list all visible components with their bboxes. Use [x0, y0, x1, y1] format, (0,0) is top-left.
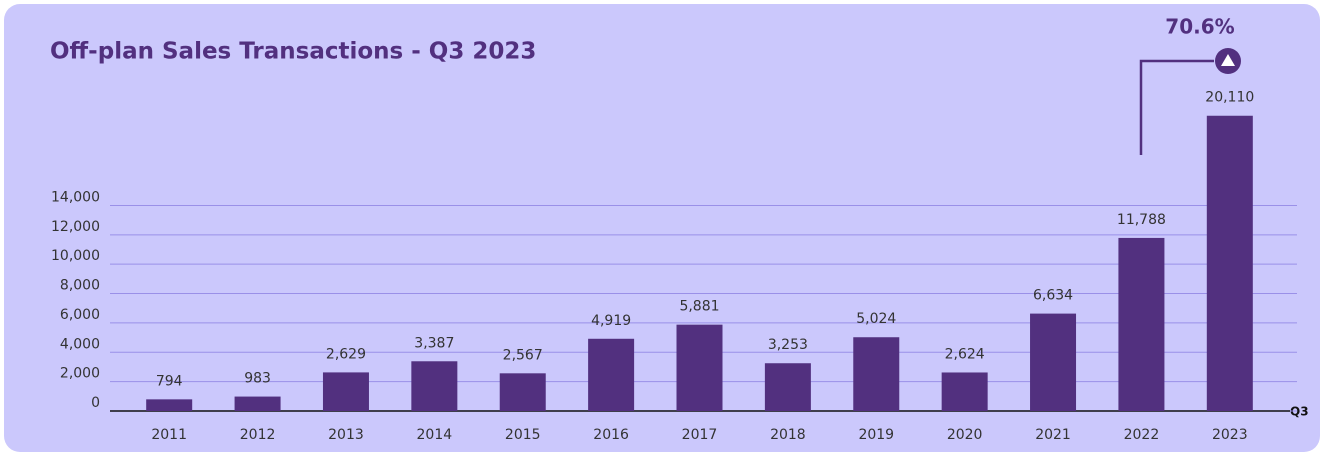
bar	[588, 338, 635, 411]
value-label: 4,919	[591, 313, 631, 329]
x-tick-label: 2022	[1124, 427, 1160, 443]
value-label: 2,624	[945, 346, 985, 362]
x-tick-label: 2011	[151, 427, 187, 443]
card	[4, 4, 1320, 452]
bar	[764, 363, 811, 411]
annotation-connector	[1139, 59, 1214, 155]
x-tick-label: 2018	[770, 427, 806, 443]
bar	[499, 373, 546, 411]
bar	[941, 372, 988, 411]
y-tick-label: 12,000	[51, 219, 100, 235]
y-tick-label: 6,000	[60, 307, 100, 323]
value-label: 5,024	[856, 311, 896, 327]
value-label: 11,788	[1117, 212, 1166, 228]
value-label: 20,110	[1205, 90, 1254, 106]
x-tick-label: 2016	[593, 427, 629, 443]
bar	[234, 396, 281, 411]
x-tick-label: 2017	[682, 427, 718, 443]
y-tick-label: 14,000	[51, 189, 100, 205]
y-tick-label: 0	[91, 395, 100, 411]
x-tick-label: 2014	[417, 427, 453, 443]
x-tick-label: 2023	[1212, 427, 1248, 443]
value-label: 983	[244, 371, 271, 387]
value-label: 2,629	[326, 346, 366, 362]
value-label: 2,567	[503, 347, 543, 363]
bar	[1206, 115, 1253, 412]
y-tick-label: 2,000	[60, 366, 100, 382]
value-label: 3,253	[768, 337, 808, 353]
bar	[322, 372, 369, 411]
x-tick-label: 2020	[947, 427, 983, 443]
bar	[146, 399, 193, 411]
x-tick-label: 2019	[858, 427, 894, 443]
value-label: 6,634	[1033, 288, 1073, 304]
axis-note: Q3	[1290, 405, 1309, 419]
annotation-arrow	[1221, 54, 1235, 66]
bar	[411, 361, 458, 411]
y-tick-label: 8,000	[60, 278, 100, 294]
annotation: 70.6%	[1165, 15, 1234, 39]
value-label: 5,881	[679, 299, 719, 315]
chart-title: Off-plan Sales Transactions - Q3 2023	[50, 39, 536, 65]
x-tick-label: 2015	[505, 427, 541, 443]
y-tick-label: 4,000	[60, 336, 100, 352]
x-tick-label: 2013	[328, 427, 364, 443]
value-label: 3,387	[414, 335, 454, 351]
value-label: 794	[156, 373, 183, 389]
bar	[853, 337, 900, 411]
x-tick-label: 2021	[1035, 427, 1071, 443]
bar	[676, 324, 723, 411]
bar	[1118, 237, 1165, 411]
x-tick-label: 2012	[240, 427, 276, 443]
y-tick-label: 10,000	[51, 248, 100, 264]
bar	[1030, 313, 1077, 411]
